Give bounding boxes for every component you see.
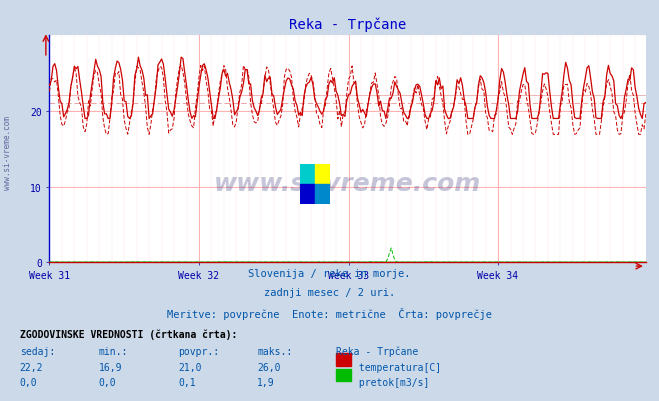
Text: Reka - Trpčane: Reka - Trpčane — [336, 346, 418, 356]
Text: Meritve: povprečne  Enote: metrične  Črta: povprečje: Meritve: povprečne Enote: metrične Črta:… — [167, 307, 492, 319]
Title: Reka - Trpčane: Reka - Trpčane — [289, 18, 406, 32]
Bar — [300, 184, 315, 205]
Text: 0,0: 0,0 — [20, 377, 38, 387]
Text: 22,2: 22,2 — [20, 362, 43, 372]
Bar — [300, 164, 315, 184]
Bar — [336, 354, 351, 366]
Text: temperatura[C]: temperatura[C] — [353, 362, 442, 372]
Text: www.si-vreme.com: www.si-vreme.com — [3, 115, 13, 189]
Text: www.si-vreme.com: www.si-vreme.com — [214, 171, 481, 195]
Text: pretok[m3/s]: pretok[m3/s] — [353, 377, 430, 387]
Text: 21,0: 21,0 — [178, 362, 202, 372]
Text: ZGODOVINSKE VREDNOSTI (črtkana črta):: ZGODOVINSKE VREDNOSTI (črtkana črta): — [20, 329, 237, 340]
Text: sedaj:: sedaj: — [20, 346, 55, 356]
Bar — [315, 184, 330, 205]
Bar — [336, 369, 351, 381]
Text: maks.:: maks.: — [257, 346, 292, 356]
Text: 16,9: 16,9 — [99, 362, 123, 372]
Text: 1,9: 1,9 — [257, 377, 275, 387]
Text: min.:: min.: — [99, 346, 129, 356]
Text: 26,0: 26,0 — [257, 362, 281, 372]
Text: Slovenija / reke in morje.: Slovenija / reke in morje. — [248, 268, 411, 278]
Text: zadnji mesec / 2 uri.: zadnji mesec / 2 uri. — [264, 288, 395, 298]
Bar — [315, 164, 330, 184]
Text: 0,1: 0,1 — [178, 377, 196, 387]
Text: povpr.:: povpr.: — [178, 346, 219, 356]
Text: 0,0: 0,0 — [99, 377, 117, 387]
